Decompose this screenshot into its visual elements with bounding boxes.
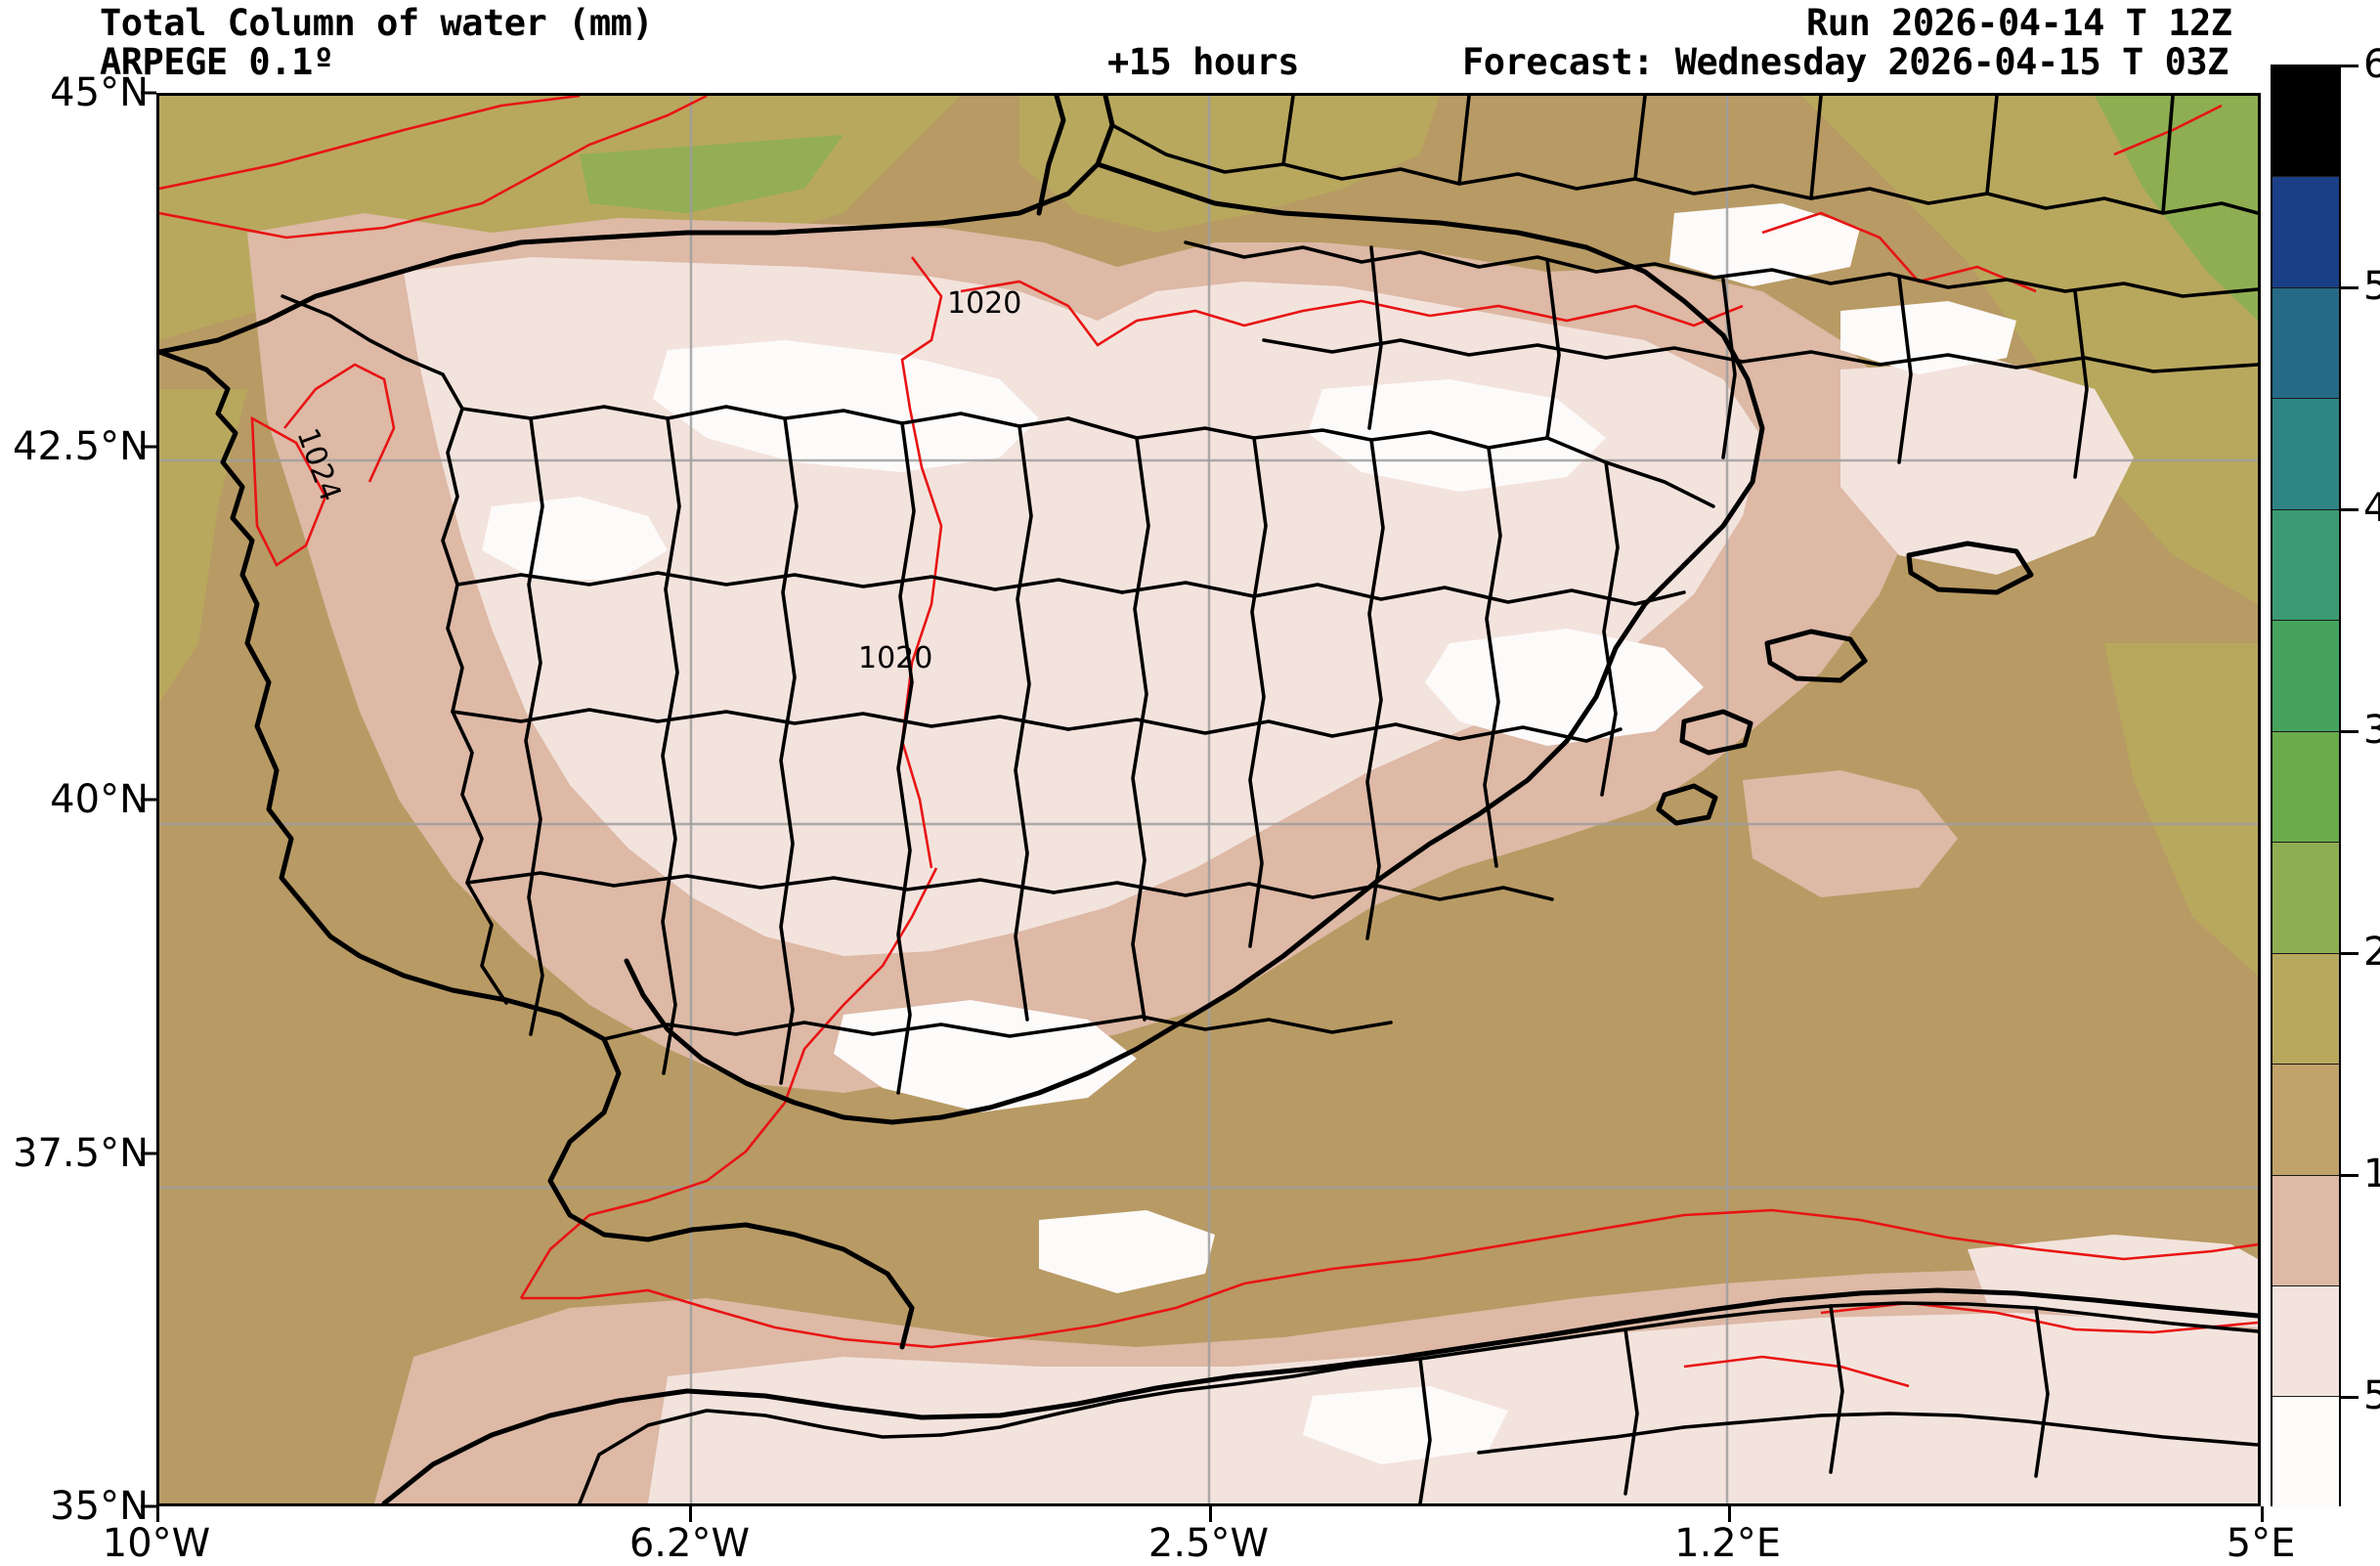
x-axis-tick-mark xyxy=(689,1506,693,1522)
weather-map-svg: 1020 1020 1024 xyxy=(159,96,2258,1503)
x-axis-tick-mark xyxy=(1208,1506,1212,1522)
colorbar-tick-label: 35 xyxy=(2363,707,2380,753)
y-axis-tick-mark xyxy=(141,1504,156,1508)
x-axis-tick-label: 2.5°W xyxy=(1147,1521,1270,1566)
y-axis-tick-label: 35°N xyxy=(50,1484,149,1529)
x-axis-tick-label: 10°W xyxy=(102,1521,211,1566)
map-gridlines xyxy=(159,96,2258,1503)
chart-header: Total Column of water (mm) ARPEGE 0.1º +… xyxy=(0,0,2380,90)
lead-time-label: +15 hours xyxy=(1107,41,1299,83)
model-label: ARPEGE 0.1º xyxy=(100,41,334,83)
colorbar-tick-mark xyxy=(2341,951,2358,955)
x-axis-tick-label: 1.2°E xyxy=(1674,1521,1782,1566)
colorbar-band xyxy=(2272,1285,2339,1398)
colorbar-tick-mark xyxy=(2341,285,2358,289)
y-axis-tick-mark xyxy=(141,798,156,802)
colorbar-band xyxy=(2272,1397,2339,1508)
colorbar-band xyxy=(2272,509,2339,622)
colorbar-band xyxy=(2272,843,2339,954)
colorbar-band xyxy=(2272,731,2339,844)
colorbar-tick-mark xyxy=(2341,1395,2358,1399)
y-axis-tick-label: 40°N xyxy=(50,777,149,822)
run-time-label: Run 2026-04-14 T 12Z xyxy=(1806,2,2232,44)
map-canvas: 1020 1020 1024 xyxy=(159,96,2258,1503)
colorbar-tick-mark xyxy=(2341,65,2358,67)
isobar-label-1020a: 1020 xyxy=(947,286,1021,321)
colorbar-tick-mark xyxy=(2341,729,2358,733)
colorbar-band xyxy=(2272,287,2339,400)
y-axis-tick-label: 37.5°N xyxy=(13,1130,149,1176)
field-band-25-30 xyxy=(580,96,2258,321)
x-axis-tick-label: 6.2°W xyxy=(628,1521,751,1566)
colorbar-band xyxy=(2272,177,2339,288)
x-axis-tick-label: 5°E xyxy=(2226,1521,2296,1566)
y-axis-tick-mark xyxy=(141,91,156,95)
x-axis-tick-mark xyxy=(2261,1506,2264,1522)
colorbar-tick-label: 25 xyxy=(2363,929,2380,975)
colorbar-tick-label: 65 xyxy=(2363,42,2380,87)
colorbar-band xyxy=(2272,621,2339,732)
colorbar-tick-label: 5 xyxy=(2363,1372,2380,1418)
field-band-0-5 xyxy=(482,203,2016,1464)
y-axis-tick-mark xyxy=(141,1152,156,1154)
colorbar-tick-mark xyxy=(2341,507,2358,511)
y-axis-tick-mark xyxy=(141,445,156,448)
x-axis-tick-mark xyxy=(1727,1506,1731,1522)
isobar-label-1020b: 1020 xyxy=(858,641,932,675)
x-axis-tick-mark xyxy=(156,1506,159,1522)
map-plot-area[interactable]: 1020 1020 1024 xyxy=(156,93,2261,1506)
colorbar[interactable] xyxy=(2271,65,2341,1508)
colorbar-tick-label: 55 xyxy=(2363,263,2380,309)
colorbar-band xyxy=(2272,953,2339,1066)
colorbar-band xyxy=(2272,399,2339,510)
coastlines-and-borders xyxy=(159,96,2258,1503)
colorbar-band xyxy=(2272,1065,2339,1176)
colorbar-tick-label: 45 xyxy=(2363,485,2380,531)
page-title: Total Column of water (mm) xyxy=(100,2,654,44)
y-axis-tick-label: 42.5°N xyxy=(13,423,149,469)
colorbar-tick-mark xyxy=(2341,1173,2358,1177)
colorbar-tick-label: 15 xyxy=(2363,1151,2380,1196)
colorbar-band xyxy=(2272,66,2339,178)
y-axis-tick-label: 45°N xyxy=(50,70,149,115)
forecast-time-label: Forecast: Wednesday 2026-04-15 T 03Z xyxy=(1462,41,2229,83)
colorbar-band xyxy=(2272,1175,2339,1286)
